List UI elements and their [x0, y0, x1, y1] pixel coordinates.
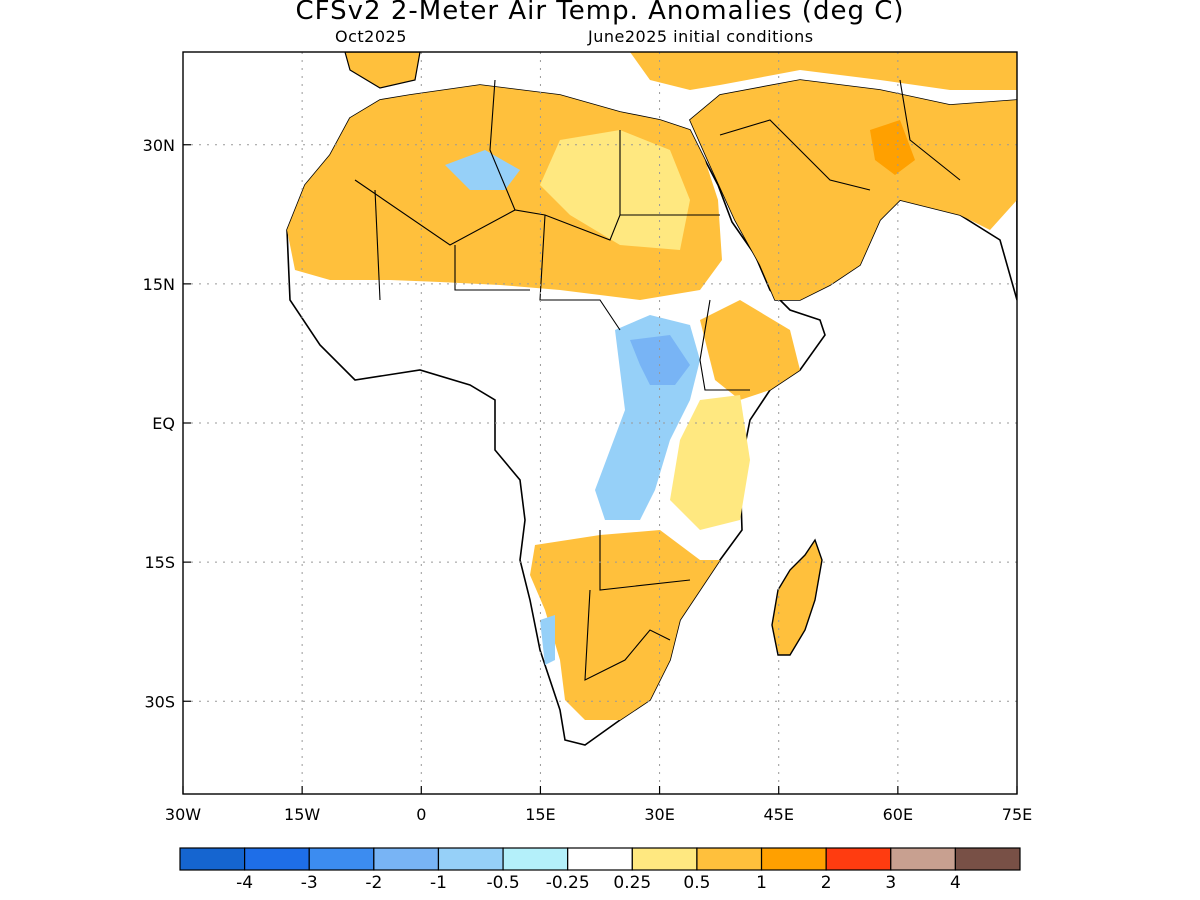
east-africa-mild-region — [670, 395, 750, 530]
lon-tick-label: 0 — [416, 805, 426, 824]
southern-africa-warm-region — [530, 530, 720, 720]
gulf-hot-patch — [870, 120, 915, 175]
colorbar-swatch — [308, 847, 375, 871]
country-borders — [354, 79, 961, 681]
init-conditions-label: June2025 initial conditions — [588, 27, 814, 46]
lat-tick-label: 15N — [143, 275, 175, 294]
colorbar-swatch — [954, 847, 1021, 871]
colorbar-swatch — [631, 847, 698, 871]
latitude-axis: 30N 15N EQ 15S 30S — [143, 136, 191, 711]
colorbar-label: -3 — [301, 873, 318, 893]
colorbar-label: 0.25 — [613, 873, 651, 893]
colorbar-label: 3 — [885, 873, 896, 893]
lon-tick-label: 15E — [525, 805, 555, 824]
colorbar-swatch — [825, 847, 892, 871]
lon-tick-label: 15W — [284, 805, 320, 824]
colorbar-swatch — [373, 847, 440, 871]
lon-tick-label: 45E — [763, 805, 793, 824]
lon-tick-label: 60E — [883, 805, 913, 824]
horn-warm-region — [700, 300, 800, 400]
europe-landmass — [344, 52, 421, 89]
colorbar-label: 0.5 — [683, 873, 710, 893]
valid-month-label: Oct2025 — [335, 27, 407, 46]
colorbar-swatch — [437, 847, 504, 871]
namibia-cool-patch — [540, 615, 555, 665]
colorbar-swatch — [760, 847, 827, 871]
libya-mild-region — [540, 130, 690, 250]
arabia-warm-region — [690, 80, 1017, 300]
lat-tick-label: 30N — [143, 136, 175, 155]
map-title: CFSv2 2-Meter Air Temp. Anomalies (deg C… — [295, 0, 905, 26]
colorbar-swatch — [244, 847, 310, 871]
lat-tick-label: EQ — [152, 414, 175, 433]
lon-tick-label: 30W — [165, 805, 201, 824]
colorbar-label: -4 — [236, 873, 253, 893]
colorbar-swatch — [567, 847, 633, 871]
colorbar-label: -0.5 — [486, 873, 519, 893]
colorbar-swatch — [890, 847, 956, 871]
southern-europe — [630, 52, 1017, 90]
lon-tick-label: 30E — [644, 805, 674, 824]
lon-tick-label: 75E — [1002, 805, 1032, 824]
colorbar-swatch — [502, 847, 569, 871]
colorbar-label: 4 — [950, 873, 961, 893]
madagascar-landmass — [771, 538, 823, 656]
longitude-axis: 30W 15W 0 15E 30E 45E 60E 75E — [165, 786, 1032, 824]
colorbar-label: -1 — [430, 873, 447, 893]
lat-tick-label: 15S — [144, 553, 175, 572]
colorbar-label: -0.25 — [546, 873, 590, 893]
colorbar-swatch — [696, 847, 763, 871]
lat-tick-label: 30S — [144, 692, 175, 711]
map-content — [286, 52, 1017, 746]
graticule — [183, 52, 1017, 794]
colorbar-label: -2 — [365, 873, 382, 893]
colorbar-label: 1 — [756, 873, 767, 893]
algeria-cool-patch — [445, 150, 520, 190]
colorbar-label: 2 — [821, 873, 832, 893]
south-sudan-cool-core — [630, 335, 690, 385]
colorbar: -4 -3 -2 -1 -0.5 -0.25 0.25 0.5 1 2 3 4 — [179, 847, 1021, 893]
colorbar-swatch — [179, 847, 246, 871]
